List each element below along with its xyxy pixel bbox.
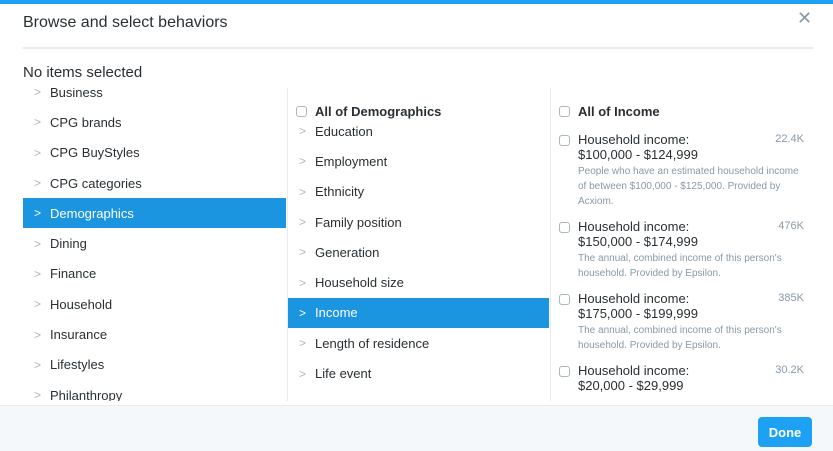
- list-item-label: Employment: [315, 153, 388, 169]
- list-item[interactable]: > Employment: [288, 146, 549, 176]
- option-item[interactable]: Household income: 385K $175,000 - $199,999…: [551, 291, 818, 353]
- option-item[interactable]: Household income: 30.2K $20,000 - $29,999: [551, 363, 818, 393]
- chevron-right-icon: >: [299, 184, 307, 199]
- list-item-label: Finance: [50, 266, 97, 282]
- chevron-right-icon: >: [299, 124, 307, 139]
- list-item[interactable]: > Generation: [288, 237, 549, 267]
- list-item-label: Business: [50, 88, 103, 100]
- option-range: $175,000 - $199,999: [578, 306, 698, 321]
- list-item[interactable]: > CPG brands: [23, 107, 286, 137]
- option-title: Household income:: [578, 132, 690, 147]
- list-item-label: Demographics: [50, 205, 134, 221]
- checkbox[interactable]: [296, 105, 307, 117]
- list-item[interactable]: > Lifestyles: [23, 350, 286, 380]
- top-accent-bar: [0, 0, 833, 4]
- option-item[interactable]: Household income: 22.4K $100,000 - $124,99…: [551, 132, 818, 209]
- done-button[interactable]: Done: [758, 417, 812, 447]
- list-item[interactable]: > Ethnicity: [288, 177, 549, 207]
- options-column[interactable]: All of Income Household income: 22.4K $100…: [550, 88, 818, 401]
- chevron-right-icon: >: [34, 176, 42, 191]
- option-range: $150,000 - $174,999: [578, 234, 698, 249]
- chevron-right-icon: >: [299, 154, 307, 169]
- list-item-label: Life event: [315, 366, 372, 382]
- close-icon[interactable]: ✕: [797, 8, 813, 28]
- list-item[interactable]: > Dining: [23, 228, 286, 258]
- divider: [23, 47, 813, 49]
- list-item[interactable]: > Education: [288, 116, 549, 146]
- chevron-right-icon: >: [34, 236, 42, 251]
- list-item-label: Length of residence: [315, 335, 430, 351]
- chevron-right-icon: >: [34, 115, 42, 130]
- list-item[interactable]: > Income: [288, 297, 549, 329]
- list-item-label: CPG BuyStyles: [50, 145, 140, 161]
- list-item-label: Dining: [50, 236, 87, 252]
- chevron-right-icon: >: [34, 88, 42, 100]
- list-item[interactable]: > CPG BuyStyles: [23, 138, 286, 168]
- option-title: Household income:: [578, 219, 690, 234]
- chevron-right-icon: >: [299, 275, 307, 290]
- list-item[interactable]: > Business: [23, 88, 286, 107]
- chevron-right-icon: >: [299, 215, 307, 230]
- list-item[interactable]: > Demographics: [23, 198, 286, 229]
- selection-status: No items selected: [23, 64, 143, 81]
- category-column[interactable]: > Business > CPG brands > CPG BuyStyles > CPG c…: [23, 88, 286, 401]
- list-item[interactable]: > Length of residence: [288, 328, 549, 358]
- option-title: Household income:: [578, 363, 690, 378]
- list-item-label: CPG categories: [50, 175, 142, 191]
- option-title: Household income:: [578, 291, 690, 306]
- list-item-label: Income: [315, 305, 358, 321]
- chevron-right-icon: >: [34, 145, 42, 160]
- audience-count: 30.2K: [775, 364, 804, 376]
- list-item-label: Generation: [315, 244, 380, 260]
- list-item-label: Household size: [315, 275, 404, 291]
- chevron-right-icon: >: [34, 357, 42, 372]
- list-item-label: Insurance: [50, 327, 108, 343]
- list-item[interactable]: > CPG categories: [23, 168, 286, 198]
- list-item-label: Philanthropy: [50, 387, 123, 401]
- list-item-label: Family position: [315, 214, 402, 230]
- select-all-income[interactable]: All of Income: [551, 100, 818, 122]
- list-item-label: Household: [50, 296, 113, 312]
- checkbox[interactable]: [559, 294, 570, 305]
- list-item[interactable]: > Household: [23, 289, 286, 319]
- chevron-right-icon: >: [299, 366, 307, 381]
- chevron-right-icon: >: [34, 327, 42, 342]
- chevron-right-icon: >: [299, 245, 307, 260]
- list-item[interactable]: > Life event: [288, 358, 549, 388]
- footer: Done: [0, 405, 833, 451]
- list-item[interactable]: > Family position: [288, 207, 549, 237]
- chevron-right-icon: >: [34, 297, 42, 312]
- chevron-right-icon: >: [299, 305, 307, 320]
- option-description: People who have an estimated household i…: [578, 166, 799, 207]
- option-description: The annual, combined income of this pers…: [578, 253, 782, 279]
- select-all-demographics[interactable]: All of Demographics: [288, 100, 549, 122]
- list-item-label: Education: [315, 123, 373, 139]
- option-range: $100,000 - $124,999: [578, 147, 698, 162]
- option-item[interactable]: Household income: 476K $150,000 - $174,999…: [551, 219, 818, 281]
- chevron-right-icon: >: [34, 206, 42, 221]
- list-item[interactable]: > Philanthropy: [23, 380, 286, 401]
- option-description: The annual, combined income of this pers…: [578, 325, 782, 351]
- checkbox[interactable]: [559, 366, 570, 377]
- checkbox[interactable]: [559, 222, 570, 233]
- audience-count: 385K: [778, 292, 804, 304]
- chevron-right-icon: >: [34, 266, 42, 281]
- list-item[interactable]: > Insurance: [23, 319, 286, 349]
- chevron-right-icon: >: [299, 336, 307, 351]
- option-range: $20,000 - $29,999: [578, 378, 684, 393]
- audience-count: 476K: [778, 220, 804, 232]
- dialog-title: Browse and select behaviors: [23, 14, 228, 31]
- list-item[interactable]: > Finance: [23, 259, 286, 289]
- subcategory-column[interactable]: All of Demographics > Education > Employmen…: [287, 88, 549, 401]
- list-item[interactable]: > Household size: [288, 267, 549, 297]
- list-item-label: Lifestyles: [50, 357, 105, 373]
- audience-count: 22.4K: [775, 133, 804, 145]
- checkbox[interactable]: [559, 135, 570, 146]
- chevron-right-icon: >: [34, 388, 42, 401]
- checkbox[interactable]: [559, 105, 570, 117]
- list-item-label: Ethnicity: [315, 184, 365, 200]
- list-item-label: CPG brands: [50, 114, 122, 130]
